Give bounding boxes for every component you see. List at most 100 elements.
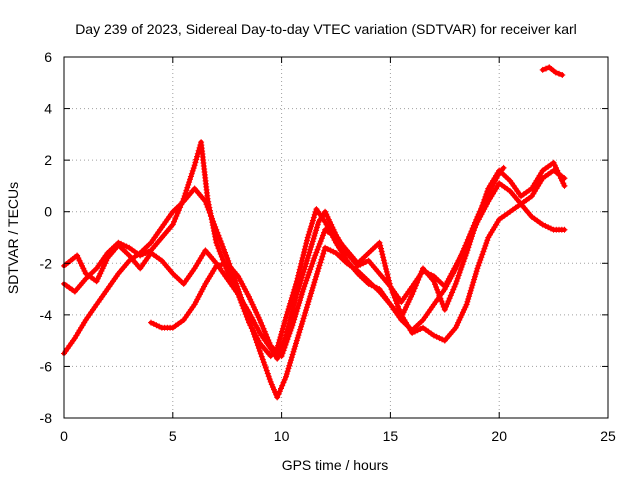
data-point-marker — [552, 69, 559, 76]
data-point-marker — [377, 242, 384, 249]
data-point-marker — [100, 262, 107, 269]
data-point-marker — [441, 283, 448, 290]
data-point-marker — [458, 311, 465, 318]
data-point-marker — [259, 322, 266, 329]
y-tick-label: -2 — [40, 255, 53, 271]
data-point-marker — [272, 389, 279, 396]
data-point-marker — [218, 240, 225, 247]
data-point-marker — [330, 248, 337, 255]
data-point-marker — [318, 256, 325, 263]
data-point-marker — [281, 376, 288, 383]
data-point-marker — [219, 243, 226, 250]
data-point-marker — [207, 210, 214, 217]
data-point-marker — [542, 222, 549, 229]
data-point-marker — [311, 255, 318, 262]
data-point-marker — [297, 297, 303, 304]
data-point-marker — [454, 275, 461, 282]
data-point-marker — [360, 260, 367, 267]
x-tick-label: 10 — [274, 428, 290, 444]
data-point-marker — [376, 239, 383, 246]
data-point-marker — [299, 318, 306, 325]
data-point-marker — [173, 213, 180, 219]
data-point-marker — [465, 296, 472, 302]
data-point-marker — [260, 325, 267, 332]
data-point-marker — [483, 240, 490, 247]
data-point-marker — [258, 353, 265, 360]
data-point-marker — [299, 271, 306, 278]
data-point-marker — [280, 379, 287, 386]
data-point-marker — [441, 306, 448, 313]
data-point-marker — [94, 275, 101, 282]
data-point-marker — [287, 359, 294, 366]
data-point-marker — [408, 293, 414, 300]
data-point-marker — [223, 265, 230, 272]
data-point-marker — [306, 228, 313, 235]
data-point-marker — [308, 244, 315, 250]
data-point-marker — [174, 210, 181, 217]
data-point-marker — [539, 221, 546, 228]
data-point-marker — [447, 292, 454, 299]
data-point-marker — [560, 180, 567, 187]
data-point-marker — [308, 263, 315, 270]
data-point-marker — [169, 221, 176, 228]
data-point-marker — [265, 337, 272, 344]
data-point-marker — [304, 274, 311, 281]
data-point-marker — [218, 253, 225, 260]
y-tick-label: -6 — [40, 358, 53, 374]
data-point-marker — [368, 282, 375, 289]
data-point-marker — [406, 296, 413, 303]
data-point-marker — [478, 211, 485, 218]
data-point-marker — [156, 323, 163, 330]
data-point-marker — [265, 373, 272, 380]
data-point-marker — [452, 280, 459, 287]
data-point-marker — [256, 348, 263, 354]
data-point-marker — [317, 238, 324, 245]
data-point-marker — [319, 232, 326, 239]
data-point-marker — [205, 201, 212, 208]
data-point-marker — [310, 214, 317, 221]
data-point-marker — [457, 266, 464, 273]
data-point-marker — [285, 365, 292, 372]
data-point-marker — [446, 295, 453, 302]
data-point-marker — [275, 391, 282, 398]
data-point-marker — [208, 213, 215, 220]
data-point-marker — [307, 293, 314, 300]
data-point-marker — [461, 306, 468, 313]
data-point-marker — [459, 250, 466, 256]
data-point-marker — [466, 237, 472, 244]
data-point-marker — [317, 259, 324, 266]
data-point-marker — [291, 316, 298, 323]
data-point-marker — [186, 179, 193, 186]
data-point-marker — [206, 207, 213, 214]
data-point-marker — [380, 257, 387, 264]
data-point-marker — [172, 215, 179, 222]
data-point-marker — [75, 255, 82, 262]
data-point-marker — [323, 211, 330, 218]
data-point-marker — [470, 279, 477, 286]
data-point-marker — [221, 260, 228, 267]
data-point-marker — [466, 293, 473, 300]
data-point-marker — [443, 280, 450, 287]
data-point-marker — [246, 293, 252, 300]
data-point-marker — [187, 173, 194, 180]
data-point-marker — [137, 252, 144, 259]
data-point-marker — [371, 283, 378, 290]
data-point-marker — [284, 336, 291, 343]
data-point-marker — [452, 324, 459, 331]
data-point-marker — [216, 262, 222, 269]
data-point-marker — [177, 204, 184, 211]
data-point-marker — [304, 301, 311, 308]
data-point-marker — [123, 243, 130, 250]
data-point-marker — [303, 277, 310, 284]
data-point-marker — [365, 280, 372, 287]
data-point-marker — [292, 343, 299, 350]
data-point-marker — [379, 251, 386, 258]
data-point-marker — [199, 286, 206, 293]
data-point-marker — [309, 260, 316, 267]
data-point-marker — [185, 181, 192, 188]
data-point-marker — [384, 271, 391, 278]
data-point-marker — [303, 307, 309, 314]
data-point-marker — [309, 217, 316, 224]
data-point-marker — [373, 284, 380, 291]
